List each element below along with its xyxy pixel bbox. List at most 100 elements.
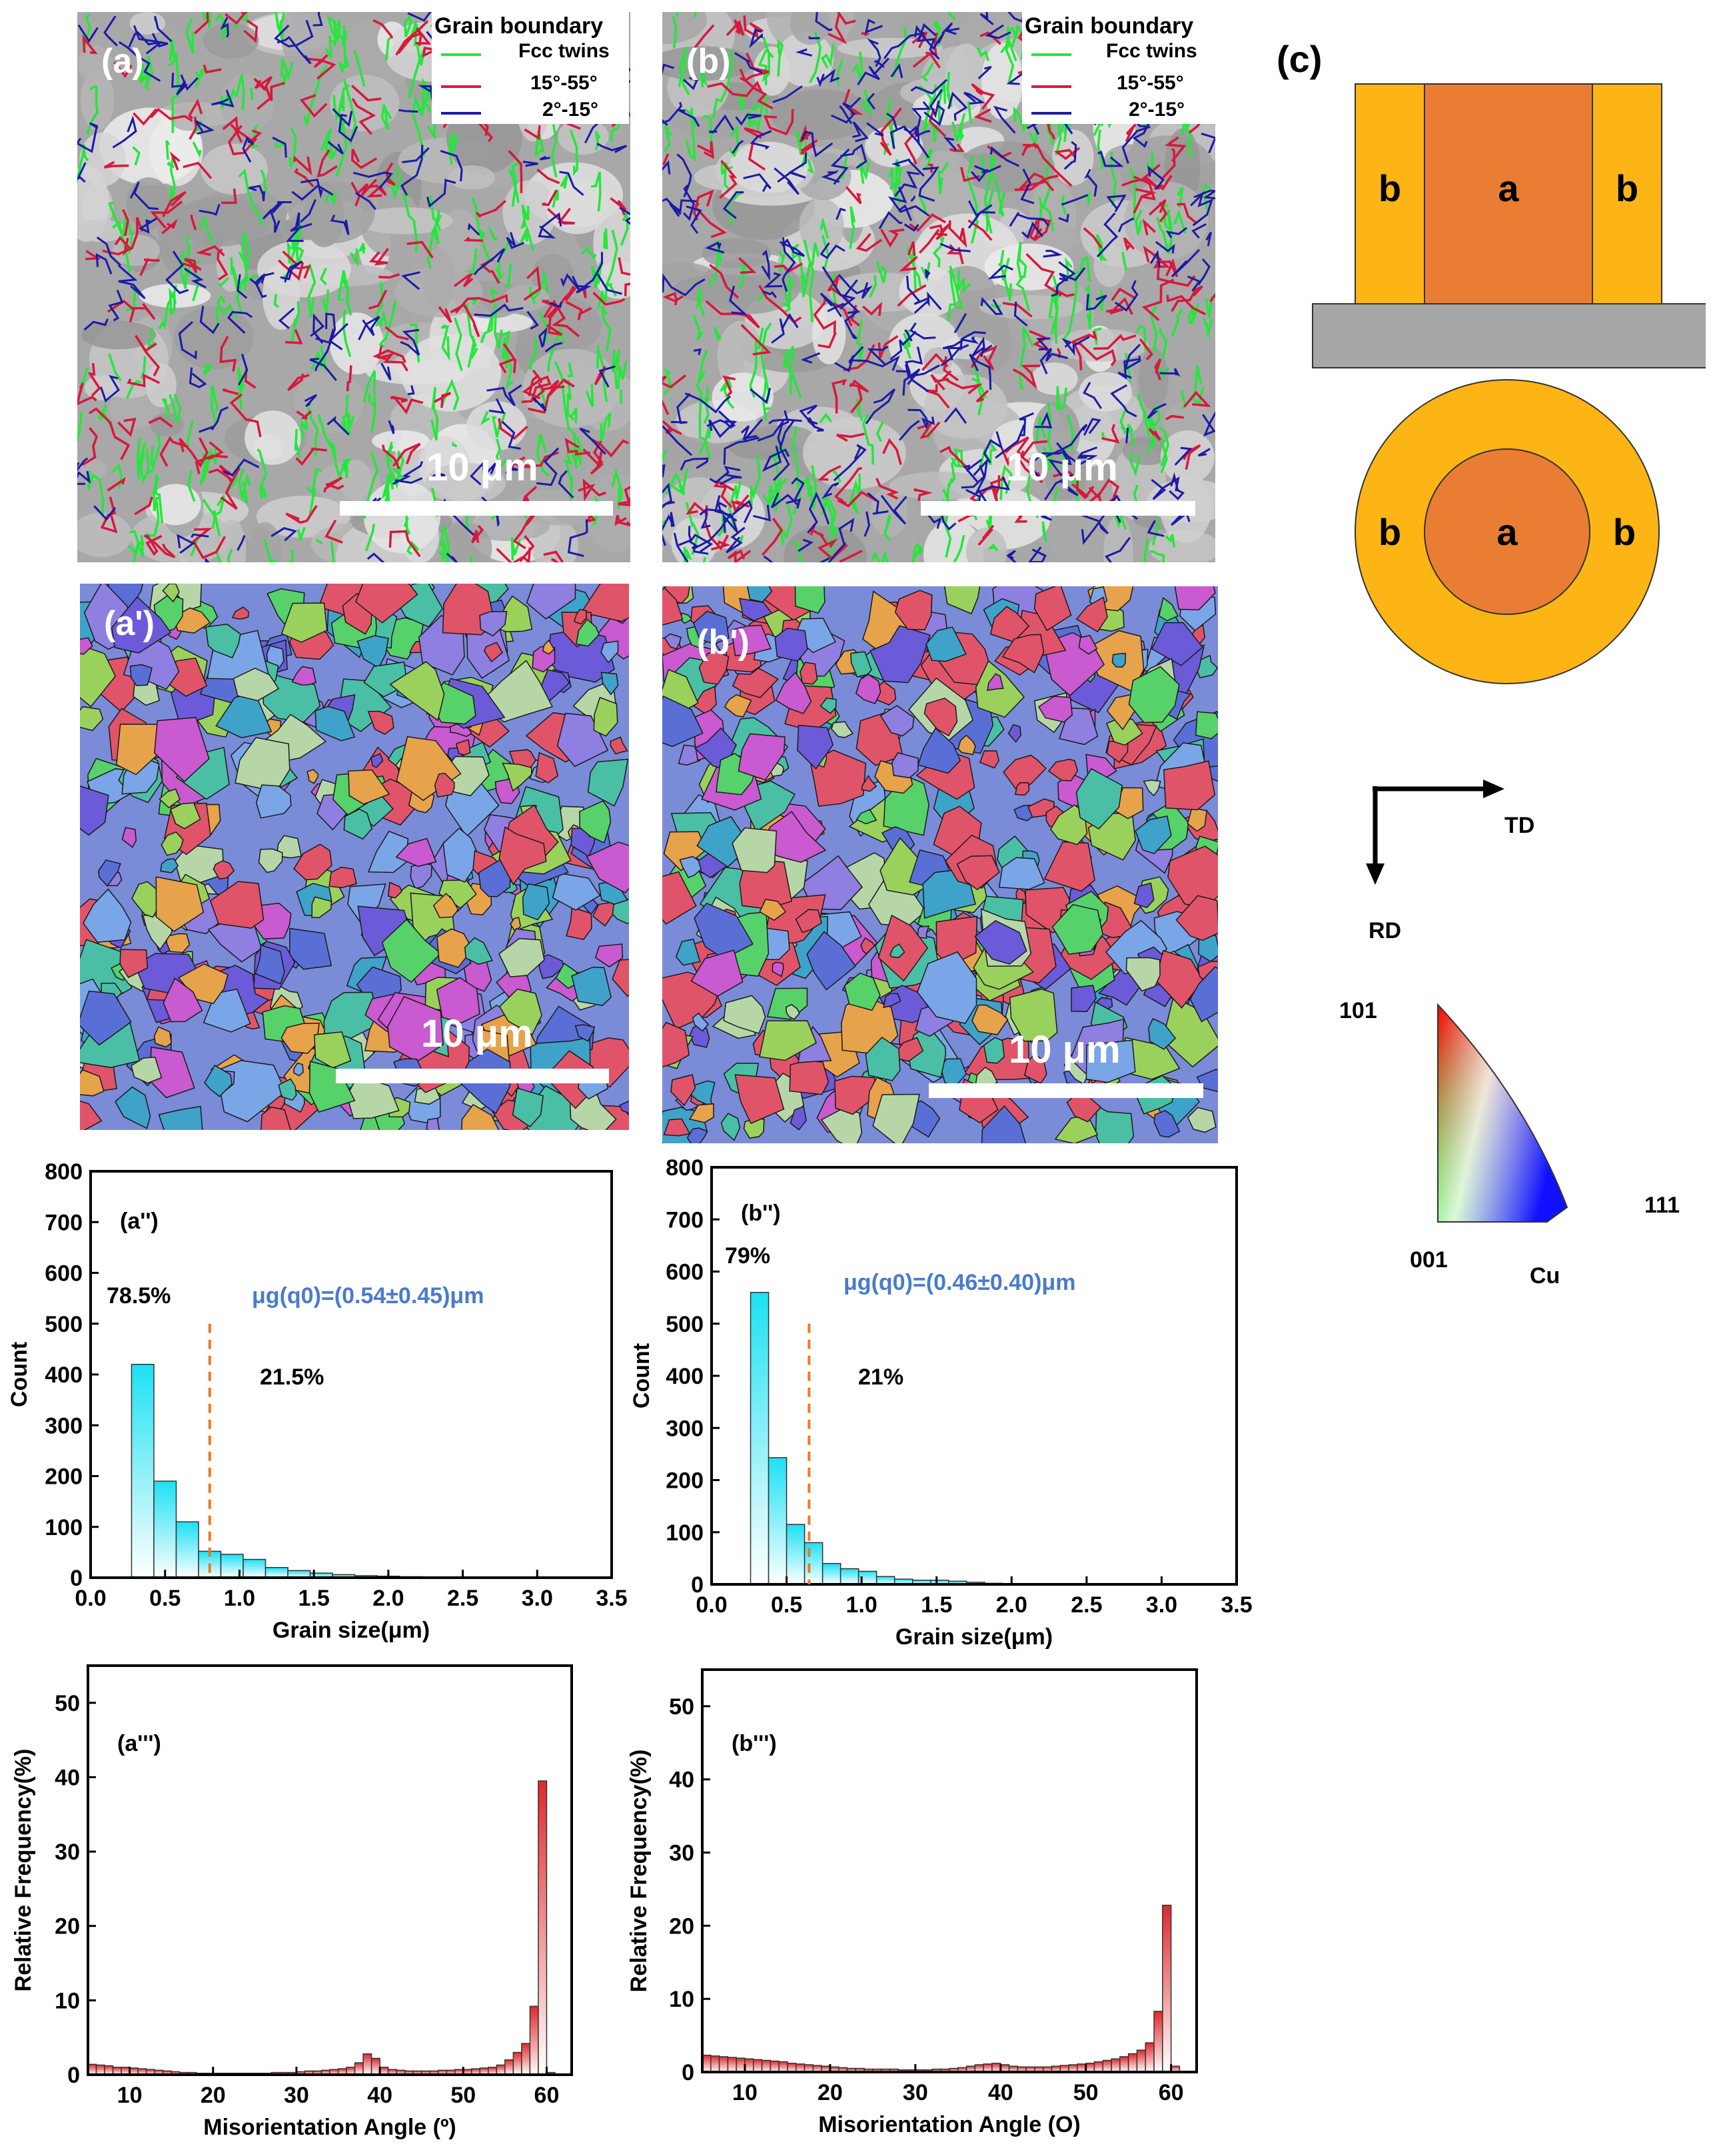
boundary-segment — [953, 534, 965, 562]
boundary-segment — [739, 52, 770, 83]
grain — [370, 753, 384, 768]
boundary-segment — [834, 354, 855, 372]
boundary-segment — [1021, 221, 1043, 239]
boundary-segment — [799, 404, 818, 428]
boundary-segment — [989, 151, 1004, 215]
boundary-segment — [695, 288, 706, 317]
boundary-segment — [508, 150, 523, 193]
misorientation-chart-b-svg: 10 20 30 40 50 60 0 10 20 30 40 50 Misorientation An… — [626, 1668, 1198, 2137]
boundary-segment — [1127, 423, 1136, 446]
region-label-b-right: b — [1616, 167, 1638, 209]
boundary-segment — [471, 298, 478, 306]
boundary-segment — [614, 360, 628, 390]
grain — [664, 633, 682, 650]
grain — [619, 1100, 629, 1114]
histogram-bar — [104, 2065, 114, 2075]
boundary-segment — [1159, 201, 1168, 223]
boundary-segment — [299, 94, 328, 118]
grain — [698, 650, 730, 685]
x-tick-label: 2.5 — [447, 1586, 478, 1611]
boundary-segment — [249, 185, 265, 201]
rd-label: RD — [1369, 918, 1401, 943]
boundary-segment — [291, 184, 334, 201]
boundary-segment — [1159, 436, 1168, 474]
grain-shade — [784, 525, 867, 562]
boundary-segment — [932, 236, 945, 268]
boundary-segment — [495, 438, 508, 469]
boundary-segment — [685, 107, 696, 162]
boundary-segment — [1063, 141, 1077, 170]
boundary-segment — [467, 338, 478, 368]
boundary-segment — [77, 382, 97, 406]
boundary-segment — [746, 111, 751, 128]
boundary-segment — [77, 122, 99, 153]
grain — [464, 937, 493, 965]
boundary-map-b-image — [662, 12, 1215, 562]
boundary-segment — [185, 17, 195, 54]
grain — [436, 928, 473, 968]
boundary-segment — [1083, 382, 1103, 410]
boundary-segment — [320, 130, 340, 161]
mean-grain-size: μg(q0)=(0.54±0.45)μm — [252, 1283, 484, 1309]
ipf-label-111: 111 — [1644, 1193, 1680, 1218]
x-tick-label: 3.0 — [1146, 1592, 1177, 1618]
grain — [80, 1069, 105, 1097]
boundary-segment — [416, 95, 424, 116]
boundary-segment — [225, 12, 248, 25]
boundary-segment — [850, 474, 861, 514]
boundary-segment — [83, 318, 109, 331]
grain — [526, 584, 576, 620]
y-axis-label: Count — [629, 1343, 654, 1408]
boundary-segment — [1062, 452, 1098, 466]
grain-shade — [256, 496, 350, 538]
x-tick-label: 2.0 — [996, 1592, 1027, 1618]
boundary-segment — [764, 94, 768, 116]
boundary-segment — [254, 272, 275, 298]
boundary-segment — [990, 303, 1001, 309]
boundary-segment — [678, 109, 700, 127]
boundary-segment — [272, 137, 287, 158]
grain — [1197, 934, 1218, 963]
boundary-segment — [899, 255, 918, 272]
boundary-segment — [921, 62, 935, 82]
boundary-segment — [402, 147, 430, 163]
boundary-segment — [520, 204, 530, 229]
boundary-segment — [324, 519, 343, 544]
boundary-segment — [277, 36, 312, 65]
boundary-segment — [550, 124, 558, 178]
grain — [278, 1078, 297, 1101]
histogram-bar — [786, 1524, 806, 1585]
grain — [662, 871, 697, 925]
grain — [579, 800, 612, 844]
boundary-segment — [1044, 474, 1079, 500]
grain — [730, 624, 772, 657]
boundary-segment — [937, 162, 949, 195]
boundary-segment — [486, 384, 522, 406]
histogram-bar — [1127, 2053, 1138, 2073]
boundary-segment — [1203, 183, 1212, 210]
histogram-bar — [521, 2043, 531, 2075]
boundary-segment — [488, 398, 506, 414]
boundary-segment — [294, 429, 301, 458]
boundary-segment — [215, 13, 228, 39]
grain — [255, 784, 292, 819]
histogram-bar — [736, 2057, 746, 2073]
boundary-segment — [967, 211, 995, 229]
boundary-segment — [538, 212, 562, 239]
grain — [917, 951, 977, 1025]
boundary-segment — [748, 143, 766, 171]
boundary-segment — [400, 328, 420, 356]
histogram-bar — [496, 2064, 506, 2075]
boundary-segment — [750, 130, 772, 150]
boundary-segment — [282, 251, 311, 279]
grain — [155, 876, 205, 932]
grain — [1047, 758, 1079, 782]
boundary-segment — [234, 128, 263, 143]
boundary-segment — [821, 169, 840, 183]
boundary-segment — [102, 217, 143, 256]
x-tick-label: 0.0 — [75, 1586, 106, 1611]
boundary-segment — [708, 419, 738, 438]
histogram-bar — [753, 2059, 763, 2073]
boundary-segment — [786, 360, 802, 398]
boundary-segment — [614, 514, 630, 527]
